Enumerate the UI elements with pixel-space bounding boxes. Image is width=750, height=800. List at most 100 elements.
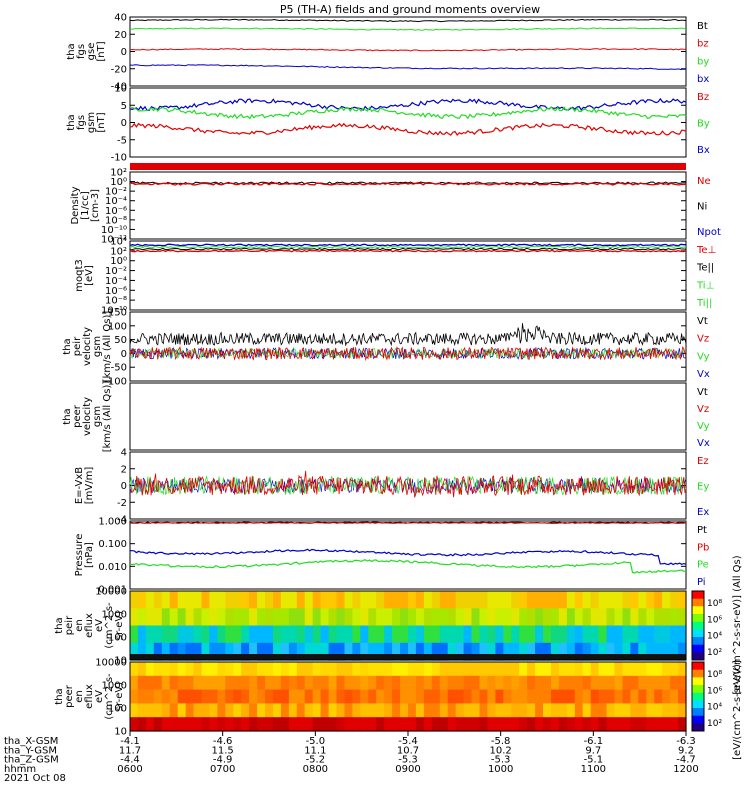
spectrogram-cell: [662, 662, 671, 677]
spectrogram-cell: [408, 675, 417, 691]
spectrogram-cell: [352, 625, 361, 644]
spectrogram-cell: [169, 642, 179, 661]
spectrogram-cell: [495, 717, 504, 732]
spectrogram-cell: [130, 625, 139, 644]
spectrogram-cell: [400, 662, 409, 677]
spectrogram-cell: [566, 675, 576, 691]
y-tick-label: -40: [111, 82, 127, 93]
spectrogram-cell: [511, 642, 520, 661]
y-axis-label: [cm-3]: [90, 189, 101, 222]
y-axis-label: [nT]: [96, 41, 107, 61]
spectrogram-cell: [408, 591, 417, 609]
y-tick-label: 0.001: [98, 585, 127, 596]
spectrogram-cell: [670, 703, 679, 718]
spectrogram-cell: [622, 675, 631, 691]
spectrogram-cell: [479, 662, 488, 677]
spectrogram-cell: [153, 662, 163, 677]
spectrogram-cell: [320, 625, 330, 644]
spectrogram-cell: [161, 675, 171, 691]
spectrogram-cell: [265, 703, 274, 718]
spectrogram-cell: [471, 591, 480, 609]
spectrogram-cell: [543, 662, 552, 677]
spectrogram-cell: [320, 608, 330, 627]
spectrogram-cell: [217, 642, 226, 661]
spectrogram-cell: [384, 689, 393, 704]
spectrogram-cell: [376, 689, 385, 704]
y-axis-label: [nPa]: [84, 542, 95, 568]
spectrogram-cell: [630, 689, 639, 704]
legend-pb: Pb: [697, 542, 709, 553]
spectrogram-cell: [423, 591, 433, 609]
spectrogram-cell: [551, 662, 560, 677]
spectrogram-cell: [511, 625, 520, 644]
spectrogram-cell: [670, 625, 679, 644]
spectrogram-cell: [185, 703, 195, 718]
y-tick-label: 0.010: [98, 562, 127, 573]
trace-ti: [129, 243, 687, 247]
spectrogram-cell: [503, 662, 512, 677]
spectrogram-cell: [638, 689, 647, 704]
spectrogram-cell: [630, 591, 639, 609]
spectrogram-cell: [558, 625, 568, 644]
spectrogram-cell: [225, 608, 234, 627]
spectrogram-cell: [225, 642, 234, 661]
spectrogram-cell: [590, 689, 600, 704]
spectrogram-cell: [654, 625, 663, 644]
spectrogram-cell: [590, 703, 600, 718]
spectrogram-cell: [177, 717, 187, 732]
spectrogram-cell: [336, 625, 345, 644]
spectrogram-cell: [519, 608, 528, 627]
legend-vz: Vz: [697, 404, 709, 415]
spectrogram-cell: [535, 689, 544, 704]
y-axis-label: velocity: [82, 397, 93, 436]
spectrogram-cell: [217, 675, 226, 691]
spectrogram-cell: [503, 608, 512, 627]
spectrogram-cell: [169, 675, 179, 691]
spectrogram-cell: [217, 662, 226, 677]
spectrogram-cell: [622, 591, 631, 609]
spectrogram-cell: [161, 625, 171, 644]
colorbar-segment: [692, 685, 704, 694]
spectrogram-cell: [193, 662, 202, 677]
spectrogram-cell: [630, 675, 639, 691]
spectrogram-cell: [241, 689, 250, 704]
spectrogram-cell: [304, 662, 314, 677]
spectrogram-cell: [527, 703, 536, 718]
spectrogram-cell: [169, 625, 179, 644]
y-tick-label: -20: [111, 64, 127, 75]
spectrogram-cell: [344, 642, 353, 661]
spectrogram-cell: [376, 608, 385, 627]
y-axis-label: eflux: [84, 684, 95, 709]
spectrogram-cell: [543, 717, 552, 732]
spectrogram-cell: [654, 675, 663, 691]
spectrogram-cell: [638, 625, 647, 644]
spectrogram-cell: [543, 608, 552, 627]
spectrogram-cell: [535, 608, 544, 627]
spectrogram-cell: [312, 703, 322, 718]
colorbar-segment: [692, 614, 704, 623]
trace-pi: [129, 548, 687, 566]
legend-ey: Ey: [697, 482, 709, 493]
spectrogram-cell: [217, 717, 226, 732]
spectrogram-cell: [217, 625, 226, 644]
spectrogram-cell: [328, 703, 338, 718]
spectrogram-cell: [630, 642, 639, 661]
spectrogram-cell: [392, 642, 401, 661]
spectrogram-cell: [678, 591, 687, 609]
colorbar-tick: 10²: [707, 648, 722, 658]
y-tick-label: 10⁰: [110, 177, 127, 188]
spectrogram-cell: [344, 675, 353, 691]
y-axis-label: tha: [54, 688, 65, 704]
y-axis-label: peir: [72, 336, 83, 356]
spectrogram-cell: [257, 675, 266, 691]
spectrogram-cell: [185, 608, 195, 627]
x-axis-value: -5.3: [398, 755, 418, 766]
spectrogram-cell: [439, 608, 449, 627]
spectrogram-cell: [415, 642, 425, 661]
spectrogram-cell: [201, 689, 210, 704]
spectrogram-cell: [678, 717, 687, 732]
colorbar-segment: [692, 606, 704, 615]
panel-frame: [129, 382, 687, 451]
spectrogram-cell: [384, 591, 393, 609]
spectrogram-cell: [392, 703, 401, 718]
